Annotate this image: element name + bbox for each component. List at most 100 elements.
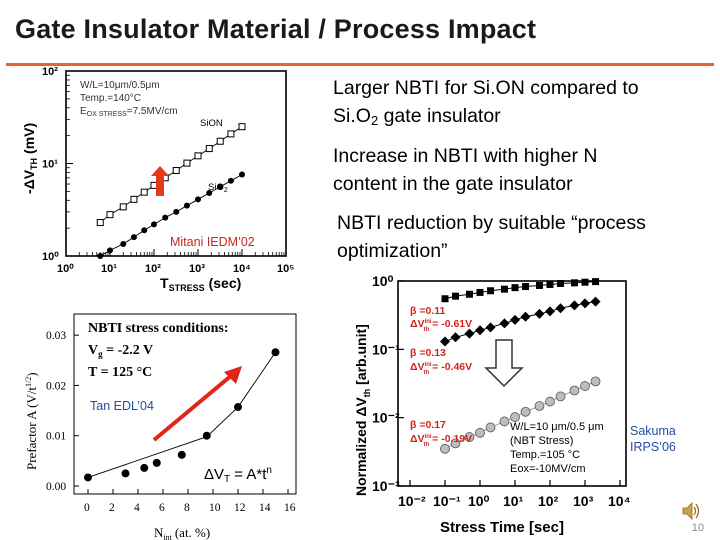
chart-3-point-circle — [440, 443, 450, 454]
chart-1-point-sion — [96, 219, 104, 227]
chart-3-ylabel: Normalized ΔVth [arb.unit] — [353, 324, 372, 496]
chart-3-point-square — [581, 278, 589, 286]
chart-3-point-square — [570, 279, 578, 287]
title-divider — [6, 63, 714, 66]
chart-2-formula: ΔVT = A*tn — [204, 465, 272, 485]
chart-3-point-diamond — [569, 300, 580, 311]
legend-1-dv: ΔVini th = -0.61V — [410, 318, 472, 333]
chart-1-point-sio2 — [120, 240, 127, 247]
chart-1-point-sio2 — [217, 183, 224, 190]
chart-1-point-sion — [227, 130, 235, 138]
chart-3-point-diamond — [510, 314, 520, 325]
chart-1-annot-2: Temp.=140°C — [80, 93, 141, 104]
chart-3-ytick-label: 10⁻³ — [372, 478, 400, 494]
chart-3-point-square — [441, 295, 449, 303]
chart-1-point-sion — [140, 188, 148, 196]
chart-1-xtick-label: 10² — [145, 263, 161, 275]
chart-1-point-sio2 — [130, 234, 137, 241]
chart-3-point-diamond — [485, 322, 496, 333]
bullet-1-line-2b: gate insulator — [378, 105, 501, 127]
bullet-1-line-1: Larger NBTI for Si.ON compared to — [333, 77, 639, 99]
chart-prefactor-vs-nitrogen: 0 2 4 6 8 10 12 14 16 0.00 0.01 0.02 0.03 Nint (at. %… — [14, 300, 306, 540]
chart-3-point-square — [452, 292, 460, 300]
chart-3-point-circle — [510, 412, 520, 422]
chart-3-point-square — [535, 281, 543, 289]
chart-3-point-circle — [545, 396, 555, 407]
citation-sakuma-1: Sakuma — [630, 424, 676, 438]
chart-3-xtick-label: 10⁰ — [468, 493, 490, 509]
chart-3-point-circle — [475, 427, 485, 438]
chart-1-point-sio2 — [173, 208, 180, 215]
chart-3-point-circle — [555, 391, 566, 402]
chart-2-ytick-label: 0.03 — [46, 330, 66, 342]
legend-2-dv: ΔVini th = -0.46V — [410, 361, 472, 376]
chart-2-xtick-label: 4 — [134, 502, 140, 514]
chart-2-xtick-label: 16 — [284, 502, 296, 514]
chart-2-xlabel: Nint (at. %) — [154, 525, 210, 540]
chart-1-point-sio2 — [195, 196, 201, 203]
chart-3-point-diamond — [590, 296, 601, 307]
chart-3-cond-2: (NBT Stress) — [510, 435, 573, 447]
chart-1-xtick-label: 10⁰ — [57, 263, 74, 275]
chart-1-point-sio2 — [151, 221, 157, 228]
citation-tan: Tan EDL’04 — [90, 399, 154, 413]
chart-3-point-circle — [534, 401, 545, 411]
chart-1-point-sio2 — [183, 202, 190, 209]
chart-3-point-square — [511, 284, 519, 292]
chart-3-cond-3: Temp.=105 °C — [510, 449, 580, 461]
chart-1-xtick-label: 10⁵ — [277, 263, 294, 275]
chart-2-point — [121, 469, 130, 478]
chart-3-point-square — [487, 287, 495, 295]
chart-3-xtick-label: 10³ — [573, 493, 594, 509]
chart-3-point-diamond — [464, 328, 475, 339]
chart-3-point-circle — [499, 416, 510, 427]
speaker-icon[interactable] — [680, 500, 702, 522]
chart-1-point-sio2 — [107, 247, 113, 254]
bullet-2: Increase in NBTI with higher N content i… — [333, 142, 713, 198]
chart-3-point-circle — [569, 385, 580, 396]
chart-3-xtick-label: 10⁴ — [608, 493, 631, 509]
chart-1-xtick-label: 10³ — [189, 263, 205, 275]
chart-1-point-sion — [238, 123, 246, 131]
chart-3-point-circle — [485, 422, 496, 433]
chart-3-point-diamond — [499, 318, 510, 329]
citation-sakuma-2: IRPS’06 — [630, 440, 676, 454]
chart-3-point-diamond — [545, 306, 555, 317]
chart-2-xtick-label: 0 — [84, 502, 90, 514]
chart-2-frame — [73, 313, 297, 495]
legend-1-beta: β =0.11 — [410, 305, 445, 317]
legend-2-beta: β =0.13 — [410, 347, 446, 359]
chart-2-point — [202, 431, 211, 440]
bullet-1: Larger NBTI for Si.ON compared to Si.O2 … — [333, 74, 713, 135]
chart-2-ylabel: Prefactor A (V/t1/2) — [24, 372, 39, 470]
chart-3-xlabel: Stress Time [sec] — [440, 519, 564, 536]
bullet-2-line-2: content in the gate insulator — [333, 173, 573, 195]
chart-3-point-diamond — [440, 336, 450, 347]
chart-1-series-label-sio2: SiO2 — [208, 182, 228, 194]
legend-3-beta: β =0.17 — [410, 419, 446, 431]
chart-1-point-sion — [106, 211, 114, 219]
chart-1-point-sion — [183, 159, 191, 167]
chart-2-point — [271, 348, 280, 357]
chart-1-point-sio2 — [97, 253, 104, 259]
chart-3-cond-4: Eox=-10MV/cm — [510, 463, 586, 475]
chart-sion-vs-sio2: 10⁰ 10¹ 10² 10³ 10⁴ 10⁵ 10⁰ 10¹ 10² TSTRESS (sec)… — [10, 66, 300, 300]
chart-2-conditions-vg: Vg = -2.2 V — [88, 343, 153, 359]
chart-1-ylabel: -ΔVTH(mV) — [21, 123, 39, 194]
chart-3-point-diamond — [475, 325, 485, 336]
increase-arrow-icon — [151, 166, 169, 196]
chart-1-ytick-label: 10⁰ — [42, 251, 59, 263]
chart-3-point-square — [500, 285, 508, 293]
chart-2-point — [140, 463, 149, 472]
chart-1-point-sion — [194, 152, 202, 160]
chart-3-xtick-label: 10⁻² — [398, 493, 426, 509]
chart-3-frame — [397, 280, 627, 487]
chart-3-point-diamond — [580, 298, 590, 309]
chart-1-annot-3: EOX STRESS=7.5MV/cm — [80, 106, 178, 118]
chart-3-cond-1: W/L=10 μm/0.5 μm — [510, 421, 604, 433]
chart-3-xtick-label: 10⁻¹ — [433, 493, 461, 509]
chart-3-point-circle — [464, 432, 475, 442]
chart-1-point-sion — [216, 137, 224, 145]
chart-3-xtick-label: 10¹ — [503, 493, 524, 509]
